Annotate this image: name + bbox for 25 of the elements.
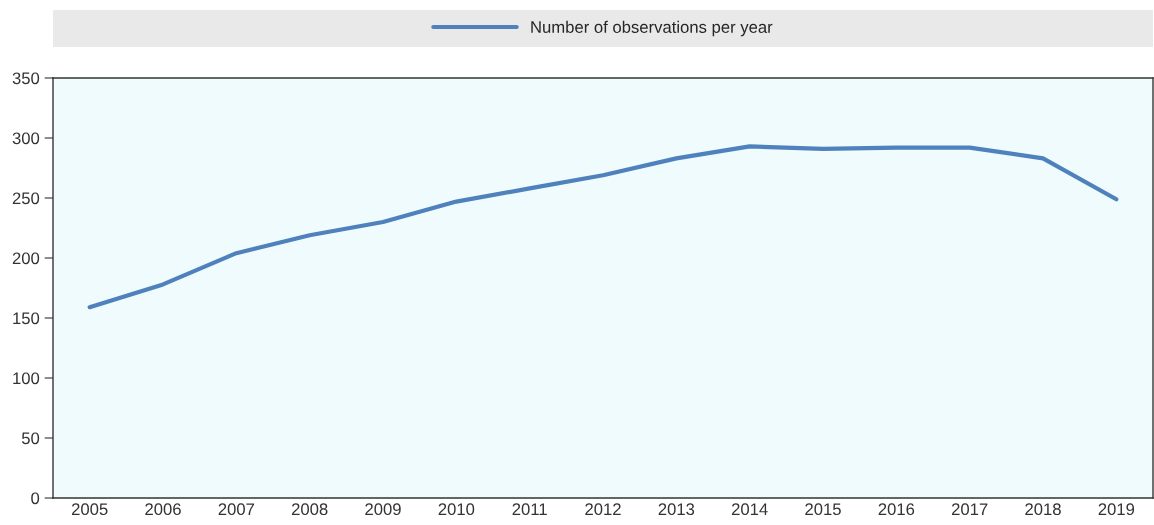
y-tick-label: 0 (31, 492, 40, 505)
x-tick-label: 2012 (585, 503, 621, 516)
x-tick-label: 2011 (512, 503, 547, 516)
x-tick-label: 2015 (805, 503, 841, 516)
x-tick-label: 2017 (951, 503, 988, 516)
y-tick-label: 300 (12, 132, 40, 145)
x-tick-label: 2016 (878, 503, 915, 516)
y-tick-label: 250 (12, 192, 40, 205)
x-tick-label: 2009 (365, 503, 401, 516)
y-tick-label: 150 (13, 312, 40, 325)
line-series (87, 144, 1119, 310)
y-tick-label: 350 (12, 72, 40, 85)
legend-label: Number of observations per year (531, 20, 773, 37)
x-tick-label: 2014 (731, 503, 768, 516)
x-tick-label: 2019 (1098, 503, 1135, 516)
x-tick-label: 2013 (658, 503, 695, 516)
x-tick-label: 2005 (71, 503, 108, 516)
x-tick-label: 2008 (291, 503, 328, 516)
x-tick-label: 2006 (145, 503, 181, 516)
y-tick-label: 50 (21, 432, 40, 445)
x-tick-label: 2018 (1025, 503, 1061, 516)
x-tick-label: 2007 (218, 503, 255, 516)
x-tick-label: 2010 (438, 503, 475, 516)
y-tick-label: 200 (12, 252, 40, 265)
y-tick-label: 100 (13, 372, 40, 385)
